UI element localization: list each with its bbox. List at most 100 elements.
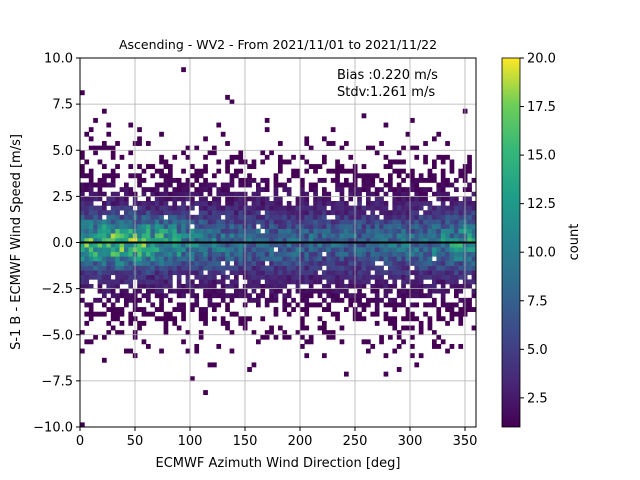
heatmap-cell [194,251,200,257]
heatmap-cell [273,265,279,271]
heatmap-cell [392,325,398,331]
heatmap-cell [93,196,98,202]
heatmap-cell [264,127,270,133]
heatmap-cell [388,164,393,169]
heatmap-cell [212,205,217,211]
heatmap-cell [146,233,151,239]
heatmap-cell [370,173,376,179]
heatmap-cell [154,210,160,216]
heatmap-cell [185,187,191,193]
heatmap-cell [172,307,178,312]
heatmap-cell [207,214,213,220]
heatmap-cell [357,279,362,285]
heatmap-cell [370,311,376,317]
heatmap-cell [181,196,186,202]
heatmap-cell [137,177,142,183]
heatmap-cell [203,284,208,289]
heatmap-cell [212,288,217,294]
heatmap-cell [207,293,213,299]
heatmap-cell [119,242,125,248]
heatmap-cell [194,214,200,220]
heatmap-cell [80,265,85,271]
heatmap-cell [194,270,200,276]
heatmap-cell [396,214,402,220]
heatmap-cell [454,247,459,253]
heatmap-cell [225,168,230,174]
heatmap-cell [313,274,318,280]
heatmap-cell [216,343,222,349]
heatmap-cell [273,334,279,340]
heatmap-cell [203,307,208,312]
heatmap-cell [427,233,433,239]
heatmap-cell [220,210,226,216]
heatmap-cell [137,164,142,169]
heatmap-cell [159,279,164,285]
heatmap-cell [322,247,327,253]
heatmap-cell [445,237,450,243]
heatmap-cell [295,237,301,243]
heatmap-cell [84,131,90,137]
heatmap-cell [97,228,103,234]
heatmap-cell [168,164,173,169]
heatmap-cell [128,348,134,354]
heatmap-cell [392,233,398,239]
heatmap-cell [366,242,371,248]
heatmap-cell [181,224,186,229]
heatmap-cell [128,311,134,317]
heatmap-cell [115,164,120,169]
heatmap-cell [374,200,380,206]
heatmap-cell [97,182,103,188]
heatmap-cell [401,339,406,345]
heatmap-cell [348,205,354,211]
heatmap-cell [194,274,200,280]
heatmap-cell [423,159,428,165]
heatmap-cell [198,173,204,179]
heatmap-cell [374,247,380,253]
heatmap-cell [181,67,186,73]
heatmap-cell [339,168,345,174]
heatmap-cell [229,214,235,220]
heatmap-cell [256,228,261,234]
heatmap-cell [159,168,164,174]
heatmap-cell [339,205,345,211]
heatmap-cell [251,247,257,253]
heatmap-cell [256,265,261,271]
heatmap-cell [471,279,476,285]
heatmap-cell [432,288,437,294]
heatmap-cell [115,260,120,266]
heatmap-cell [445,196,450,202]
heatmap-cell [410,311,415,317]
heatmap-cell [124,270,129,276]
heatmap-cell [203,228,208,234]
heatmap-cell [278,154,283,160]
heatmap-cell [326,228,332,234]
heatmap-cell [247,279,252,285]
heatmap-cell [405,219,411,225]
heatmap-cell [115,210,120,216]
heatmap-cell [207,279,213,285]
heatmap-cell [344,168,349,174]
heatmap-cell [207,284,213,289]
heatmap-cell [414,182,420,188]
heatmap-cell [115,270,120,276]
heatmap-cell [313,265,318,271]
heatmap-cell [203,242,208,248]
heatmap-cell [374,311,380,317]
heatmap-cell [370,210,376,216]
heatmap-cell [383,353,389,359]
heatmap-cell [348,233,354,239]
heatmap-cell [401,274,406,280]
heatmap-cell [198,196,204,202]
heatmap-cell [163,311,169,317]
heatmap-cell [388,270,393,276]
heatmap-cell [198,316,204,322]
heatmap-cell [141,191,147,197]
heatmap-cell [361,339,367,345]
heatmap-cell [185,330,191,336]
heatmap-cell [335,214,340,220]
heatmap-cell [190,182,195,188]
heatmap-cell [304,219,310,225]
heatmap-cell [440,297,446,303]
heatmap-cell [370,177,376,183]
heatmap-cell [445,265,450,271]
